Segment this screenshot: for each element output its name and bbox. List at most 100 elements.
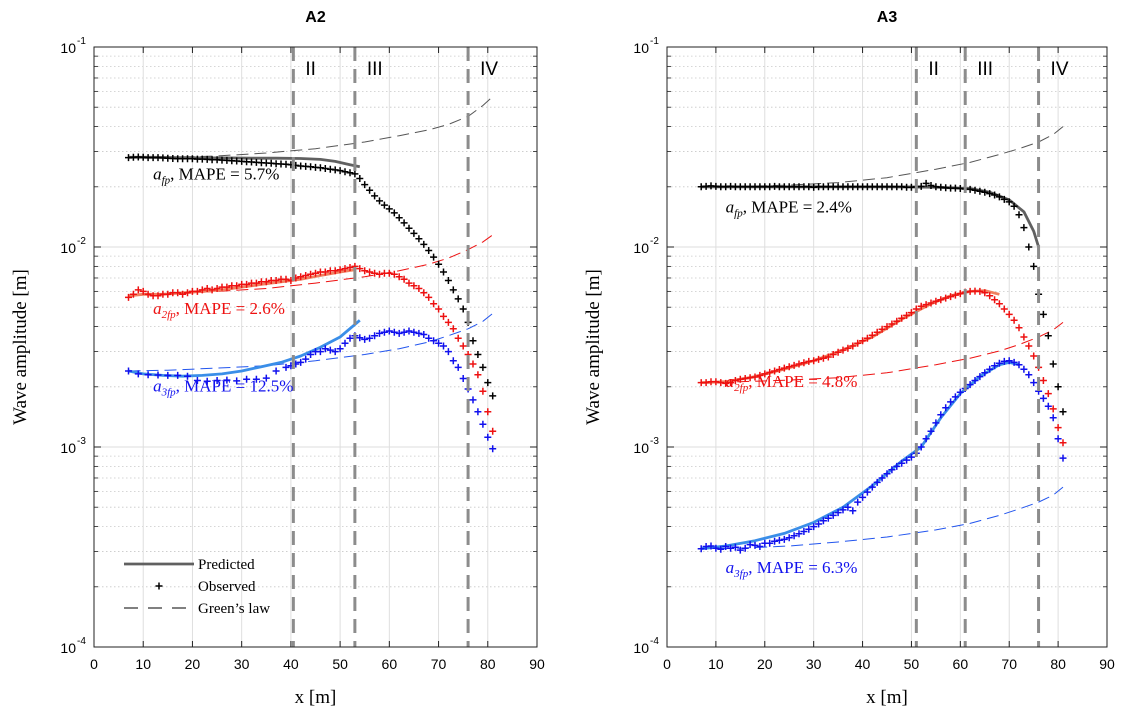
x-tick-label: 90 <box>529 656 545 672</box>
observed-point <box>272 277 280 284</box>
chart-title: A3 <box>877 9 898 26</box>
observed-point <box>405 224 413 232</box>
observed-point <box>810 523 818 531</box>
observed-point <box>321 345 329 353</box>
observed-point <box>184 289 191 297</box>
observed-point <box>356 175 364 182</box>
observed-point <box>971 377 979 384</box>
observed-point <box>390 209 398 217</box>
observed-point <box>991 191 999 199</box>
observed-point <box>125 293 132 301</box>
observed-point <box>815 355 823 363</box>
observed-point <box>193 287 201 295</box>
observed-point <box>839 346 847 354</box>
observed-point <box>888 320 896 328</box>
y-tick-label-base: 10 <box>633 240 649 256</box>
greens-law-line-fp <box>701 126 1064 188</box>
observed-point <box>717 379 725 387</box>
observed-point <box>986 365 994 373</box>
observed-point <box>976 287 984 295</box>
mape-label-subscript: fp <box>734 207 743 219</box>
observed-point <box>366 334 374 342</box>
observed-point <box>976 373 984 381</box>
observed-point <box>454 334 462 342</box>
observed-point <box>888 466 896 474</box>
observed-point <box>459 342 467 350</box>
observed-point <box>341 339 349 347</box>
observed-point <box>898 459 906 467</box>
observed-point <box>707 542 715 550</box>
observed-point <box>751 373 759 381</box>
x-tick-label: 60 <box>953 656 969 672</box>
observed-point <box>415 285 423 292</box>
observed-point <box>479 363 487 371</box>
observed-point <box>1044 402 1052 410</box>
observed-series-fp <box>697 179 1067 416</box>
observed-point <box>484 379 492 387</box>
observed-point <box>917 302 925 310</box>
observed-point <box>474 371 482 379</box>
observed-point <box>1010 358 1018 366</box>
observed-point <box>233 377 241 385</box>
greens-law-line-fp <box>128 96 494 159</box>
region-label: III <box>977 59 993 80</box>
observed-point <box>459 375 467 382</box>
observed-point <box>736 375 744 383</box>
observed-point <box>134 286 142 294</box>
observed-point <box>761 370 769 378</box>
observed-point <box>164 290 172 298</box>
mape-label-subscript: 3fp <box>161 387 177 399</box>
observed-point <box>800 359 808 367</box>
observed-point <box>385 269 393 277</box>
axes-frame <box>93 46 538 648</box>
observed-point <box>903 311 911 319</box>
y-tick-label-exponent: -3 <box>77 436 86 447</box>
mape-label-3fp: a3fp, MAPE = 12.5% <box>153 377 293 399</box>
greens-law-line-2fp <box>701 322 1064 384</box>
observed-point <box>991 362 999 370</box>
x-tick-label: 50 <box>332 656 348 672</box>
observed-point <box>800 528 808 535</box>
observed-point <box>376 329 383 337</box>
observed-point <box>341 168 349 176</box>
observed-point <box>449 357 457 365</box>
legend-observed-label: Observed <box>198 579 256 595</box>
observed-point <box>849 507 857 515</box>
observed-point <box>243 375 251 383</box>
observed-point <box>479 387 487 395</box>
observed-point <box>1054 383 1062 391</box>
observed-point <box>425 293 433 301</box>
observed-point <box>336 167 344 175</box>
x-tick-label: 10 <box>708 656 724 672</box>
observed-point <box>336 345 344 353</box>
observed-point <box>454 295 462 303</box>
observed-point <box>410 229 418 237</box>
observed-point <box>376 270 383 278</box>
region-label: IV <box>480 59 498 80</box>
observed-point <box>966 381 974 389</box>
observed-point <box>927 299 935 307</box>
observed-point <box>174 289 182 297</box>
x-tick-label: 80 <box>1050 656 1066 672</box>
legend-predicted-label: Predicted <box>198 557 255 573</box>
observed-point <box>213 285 221 292</box>
y-tick-label-base: 10 <box>60 240 76 256</box>
observed-point <box>917 443 925 451</box>
observed-point <box>1039 310 1047 318</box>
observed-point <box>815 520 823 528</box>
observed-point <box>385 327 393 335</box>
observed-point <box>1000 305 1008 313</box>
observed-point <box>741 375 749 382</box>
observed-point <box>444 318 452 326</box>
observed-point <box>1054 435 1062 443</box>
observed-point <box>405 327 413 335</box>
mape-label-text: , MAPE = 2.6% <box>176 299 285 318</box>
observed-point <box>986 190 994 198</box>
observed-point <box>390 328 398 336</box>
y-tick-label-base: 10 <box>60 640 76 656</box>
observed-point <box>469 360 477 368</box>
observed-point <box>878 325 886 333</box>
observed-point <box>321 268 329 276</box>
x-tick-label: 80 <box>480 656 496 672</box>
observed-point <box>307 270 315 278</box>
